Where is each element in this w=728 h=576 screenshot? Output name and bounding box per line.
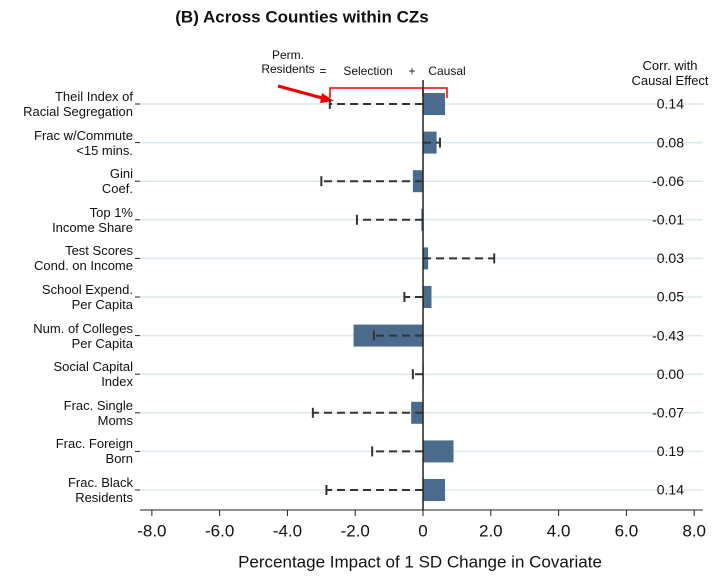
corr-value: 0.00 [657, 366, 684, 382]
x-tick-label: 4.0 [547, 521, 571, 540]
bar [423, 286, 432, 308]
bar [423, 93, 446, 115]
annotation: Selection [343, 64, 392, 78]
x-tick-label: -2.0 [341, 521, 370, 540]
y-tick-label: School Expend. Per Capita [41, 282, 133, 312]
corr-value: -0.06 [652, 173, 684, 189]
x-tick-label: 8.0 [682, 521, 706, 540]
corr-value: -0.01 [652, 212, 684, 228]
arrow-head [320, 93, 334, 103]
y-tick-label: Frac w/Commute <15 mins. [34, 127, 133, 158]
corr-value: 0.05 [657, 289, 684, 305]
annotation: + [408, 64, 415, 78]
corr-value: -0.43 [652, 327, 684, 343]
x-tick-label: 0 [418, 521, 427, 540]
corr-value: 0.14 [657, 482, 684, 498]
y-tick-label: Num. of Colleges Per Capita [33, 320, 133, 351]
corr-value: 0.08 [657, 134, 684, 150]
x-axis-title: Percentage Impact of 1 SD Change in Cova… [238, 552, 602, 571]
arrow [277, 84, 327, 101]
legend-entry: Perm. Residents [261, 48, 315, 76]
y-tick-label: Social Capital Index [53, 359, 134, 390]
x-tick-label: 2.0 [479, 521, 503, 540]
legend-entry: Causal [428, 64, 465, 78]
y-tick-label: Top 1% Income Share [52, 204, 133, 235]
chart-title: (B) Across Counties within CZs [175, 7, 428, 26]
corr-value: 0.14 [657, 96, 684, 112]
x-tick-label: -8.0 [137, 521, 166, 540]
corr-value: -0.07 [652, 405, 684, 421]
bar [353, 324, 424, 347]
y-tick-label: Gini Coef. [101, 166, 133, 197]
y-tick-label: Frac. Black Residents [67, 475, 133, 505]
bar [423, 440, 454, 463]
x-tick-label: -6.0 [205, 521, 234, 540]
x-tick-label: 6.0 [615, 521, 639, 540]
y-tick-label: Frac. Single Moms [63, 397, 133, 428]
column-header: Corr. with Causal Effect [631, 58, 709, 88]
corr-value: 0.19 [657, 443, 684, 459]
annotation: = [319, 64, 326, 78]
y-tick-label: Test Scores Cond. on Income [33, 243, 133, 274]
y-tick-label: Theil Index of Racial Segregation [23, 89, 133, 119]
bar [423, 479, 446, 501]
x-tick-label: -4.0 [273, 521, 302, 540]
y-tick-label: Frac. Foreign Born [55, 436, 133, 467]
corr-value: 0.03 [657, 250, 684, 266]
